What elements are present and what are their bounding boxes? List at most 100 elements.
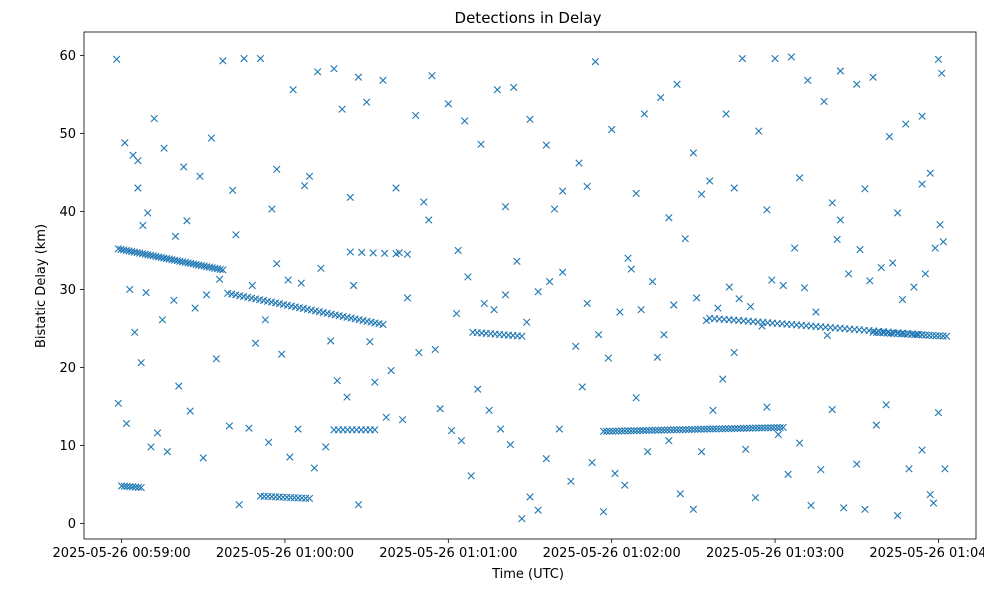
data-point-marker [657,426,666,434]
x-tick-label: 2025-05-26 01:00:00 [216,546,354,561]
data-point-marker [387,366,395,375]
data-point-marker [354,500,363,509]
data-point-marker [207,134,216,142]
data-point-marker [764,424,772,432]
data-point-marker [869,73,877,81]
data-point-marker [454,246,462,255]
data-point-marker [330,64,338,73]
data-point-marker [273,259,281,268]
data-point-marker [812,308,820,316]
data-point-marker [800,284,809,292]
data-point-marker [918,112,926,120]
data-point-marker [730,424,739,433]
data-point-marker [926,169,934,177]
data-point-marker [709,425,717,433]
data-point-marker [607,125,616,134]
data-point-marker [608,427,617,435]
data-point-marker [599,508,608,516]
data-point-marker [392,250,400,258]
data-point-marker [877,263,885,272]
data-point-marker [833,235,841,244]
data-point-marker [926,490,934,499]
data-point-marker [215,275,224,283]
x-axis-ticks: 2025-05-26 00:59:00 2025-05-26 01:00:00 20… [53,539,984,561]
data-point-marker [627,427,635,435]
data-point-marker [939,238,948,246]
data-point-marker [795,439,804,447]
data-point-marker [196,172,204,180]
chart-title: Detections in Delay [455,9,602,27]
y-tick-label: 20 [59,361,76,376]
data-point-marker [523,318,531,326]
data-point-marker [264,438,273,446]
data-point-marker [844,270,853,278]
data-point-marker [371,378,379,386]
data-point-marker [170,296,178,305]
data-point-marker [436,405,444,413]
data-point-marker [232,231,240,239]
data-point-marker [485,406,493,414]
data-point-marker [640,110,649,118]
data-point-marker [346,193,354,202]
data-point-marker [630,427,638,435]
data-point-marker [866,277,874,285]
data-point-marker [225,422,234,430]
data-point-marker [746,302,755,311]
data-point-marker [163,447,172,456]
data-point-marker [183,217,191,225]
data-point-marker [730,184,738,192]
data-point-marker [820,97,828,106]
data-point-marker [663,426,672,434]
data-point-marker [464,273,472,281]
x-tick-label: 2025-05-26 01:01:00 [379,546,517,561]
data-point-marker [256,54,265,63]
data-point-marker [722,110,730,118]
data-point-marker [153,429,162,437]
data-point-marker [768,276,776,284]
data-point-marker [403,250,412,258]
data-point-marker [605,427,614,435]
data-point-marker [893,511,902,520]
data-point-marker [942,332,951,340]
data-point-marker [784,470,792,478]
x-tick-label: 2025-05-26 01:02:00 [543,546,681,561]
data-point-marker [284,276,292,284]
plot-background [84,32,976,539]
data-point-marker [235,500,243,509]
data-point-marker [591,57,600,66]
data-point-marker [583,299,591,308]
data-point-marker [202,291,211,299]
data-point-marker [150,114,158,123]
data-point-marker [542,454,551,463]
data-point-marker [885,132,894,141]
data-point-marker [452,309,461,318]
data-point-marker [411,111,420,120]
data-point-marker [144,209,152,217]
data-point-marker [245,424,253,432]
data-point-marker [910,283,918,291]
data-point-marker [853,80,861,88]
data-point-marker [588,458,596,467]
data-point-marker [653,353,662,361]
data-point-marker [755,424,763,432]
data-point-marker [741,445,750,453]
data-point-marker [134,184,142,192]
data-point-marker [738,54,747,63]
y-axis-ticks: 0 10 20 30 40 50 60 [59,49,84,532]
data-point-marker [460,117,469,125]
data-point-marker [636,426,644,435]
data-point-marker [888,259,897,267]
data-point-marker [725,283,733,291]
data-point-marker [771,54,779,63]
data-point-marker [637,305,645,314]
data-point-marker [300,181,309,190]
data-point-marker [632,394,640,402]
data-point-marker [905,465,913,473]
data-point-marker [578,383,586,391]
data-point-marker [431,345,439,354]
data-point-marker [602,427,611,435]
data-point-marker [893,209,902,217]
data-point-marker [918,446,926,454]
data-point-marker [697,190,706,198]
data-point-marker [317,264,325,273]
